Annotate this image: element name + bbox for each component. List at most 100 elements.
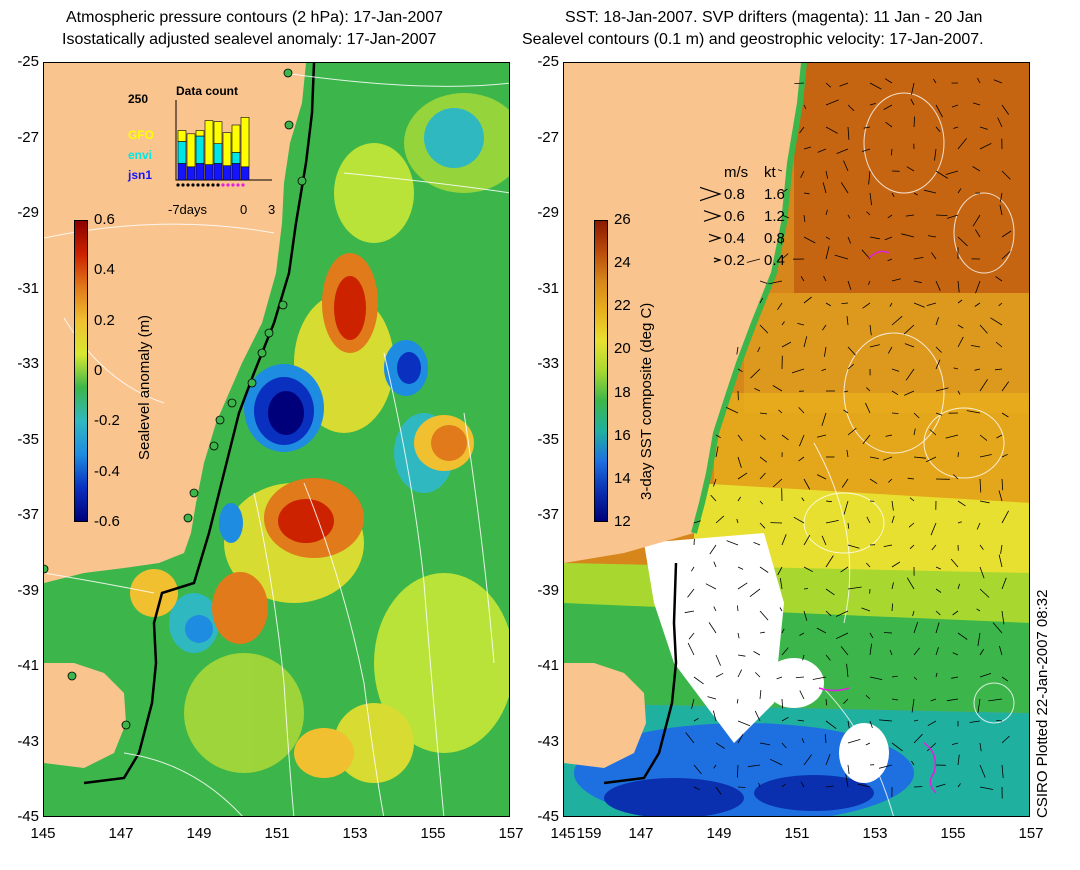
velocity-vector xyxy=(846,449,849,458)
sst-colorbar-tick: 20 xyxy=(614,340,631,358)
velocity-vector xyxy=(847,126,850,140)
velocity-vector xyxy=(884,78,893,84)
velocity-vector xyxy=(841,302,849,304)
velocity-vector xyxy=(913,192,918,196)
inset-bar-gfo xyxy=(231,124,241,153)
velocity-vector xyxy=(737,566,744,570)
velocity-vector xyxy=(816,434,827,438)
velocity-vector xyxy=(883,104,893,110)
velocity-vector xyxy=(736,764,739,778)
velocity-vector xyxy=(868,170,871,185)
velocity-vector xyxy=(847,586,862,590)
inset-day-dot xyxy=(201,183,205,187)
velocity-vector xyxy=(800,276,805,282)
velocity-vector xyxy=(825,500,832,503)
velocity-vector xyxy=(887,346,893,354)
velocity-vector xyxy=(865,742,871,746)
velocity-vector xyxy=(952,610,959,616)
sealevel-colorbar-title: Sealevel anomaly (m) xyxy=(136,314,153,460)
velocity-vector xyxy=(957,280,960,293)
velocity-vector xyxy=(799,690,805,700)
right-latitude-tick: -33 xyxy=(537,355,559,372)
velocity-vector xyxy=(913,719,919,722)
velocity-vector xyxy=(693,764,702,775)
velocity-vector xyxy=(976,522,981,530)
inset-bar-gfo xyxy=(204,120,214,165)
velocity-vector xyxy=(869,82,882,90)
sst-colorbar-tick: 12 xyxy=(614,513,631,530)
sealevel-colorbar-tick: 0 xyxy=(94,362,103,379)
velocity-vector xyxy=(953,474,959,480)
velocity-vector xyxy=(993,79,1003,84)
velocity-vector xyxy=(977,698,981,713)
velocity-vector xyxy=(846,663,849,678)
velocity-vector xyxy=(930,698,937,702)
velocity-vector xyxy=(737,368,743,373)
velocity-vector xyxy=(708,622,717,634)
velocity-vector xyxy=(863,126,871,129)
sealevel-colorbar-tick: -0.6 xyxy=(94,513,120,530)
velocity-vector xyxy=(825,698,827,706)
velocity-vector xyxy=(803,754,812,766)
velocity-vector xyxy=(945,434,959,439)
velocity-vector xyxy=(705,583,717,590)
velocity-vector xyxy=(798,407,805,414)
velocity-vector xyxy=(737,786,746,788)
velocity-vector xyxy=(1001,735,1010,744)
velocity-vector xyxy=(713,478,717,487)
velocity-vector xyxy=(759,610,769,621)
velocity-vector xyxy=(992,622,1003,634)
velocity-vector xyxy=(891,315,903,326)
velocity-vector xyxy=(737,434,743,442)
velocity-vector xyxy=(903,324,915,335)
velocity-vector xyxy=(759,742,770,746)
velocity-vector xyxy=(970,345,981,348)
velocity-vector xyxy=(997,117,1003,128)
velocity-vector xyxy=(749,588,761,598)
inset-day-dot xyxy=(176,183,180,187)
velocity-vector xyxy=(812,676,827,680)
inset-bar-jsn1 xyxy=(222,165,232,181)
velocity-vector xyxy=(885,121,893,128)
velocity-vector xyxy=(891,603,893,612)
velocity-vector xyxy=(950,558,959,568)
inset-bar-gfo xyxy=(177,130,187,142)
velocity-vector xyxy=(865,695,871,700)
velocity-vector xyxy=(913,676,918,681)
velocity-vector xyxy=(758,782,761,788)
inset-day-dot xyxy=(196,183,200,187)
velocity-vector xyxy=(957,188,962,194)
sealevel-colorbar-tick: 0.4 xyxy=(94,261,115,279)
velocity-vector xyxy=(1001,170,1011,180)
velocity-vector xyxy=(779,578,783,590)
velocity-vector xyxy=(737,632,740,639)
velocity-vector xyxy=(726,540,739,546)
velocity-vector xyxy=(913,257,924,260)
velocity-vector xyxy=(755,672,761,678)
velocity-vector xyxy=(759,566,769,573)
velocity-vector xyxy=(904,343,915,348)
velocity-vector xyxy=(754,388,761,392)
velocity-vector xyxy=(707,696,717,700)
left-latitude-tick: -27 xyxy=(17,128,39,146)
velocity-vector xyxy=(951,676,959,679)
velocity-vector xyxy=(934,148,937,161)
velocity-vector xyxy=(975,280,981,294)
sealevel-colorbar-tick: 0.2 xyxy=(94,311,115,329)
inset-bar-gfo xyxy=(240,116,250,168)
velocity-vector xyxy=(913,647,920,656)
velocity-vector xyxy=(825,753,831,766)
left-latitude-tick: -39 xyxy=(17,581,39,599)
velocity-vector xyxy=(690,566,695,572)
velocity-vector xyxy=(878,719,893,722)
velocity-vector xyxy=(995,276,1003,282)
velocity-vector xyxy=(946,698,959,702)
velocity-vector xyxy=(737,654,746,657)
velocity-vector xyxy=(866,387,871,392)
velocity-vector xyxy=(713,710,717,722)
velocity-vector xyxy=(891,698,899,701)
velocity-vector xyxy=(905,368,915,381)
inset-ymax: 250 xyxy=(128,92,149,106)
right-longitude-tick: 151 xyxy=(784,825,810,842)
right-title-line2: Sealevel contours (0.1 m) and geostrophi… xyxy=(522,31,984,48)
